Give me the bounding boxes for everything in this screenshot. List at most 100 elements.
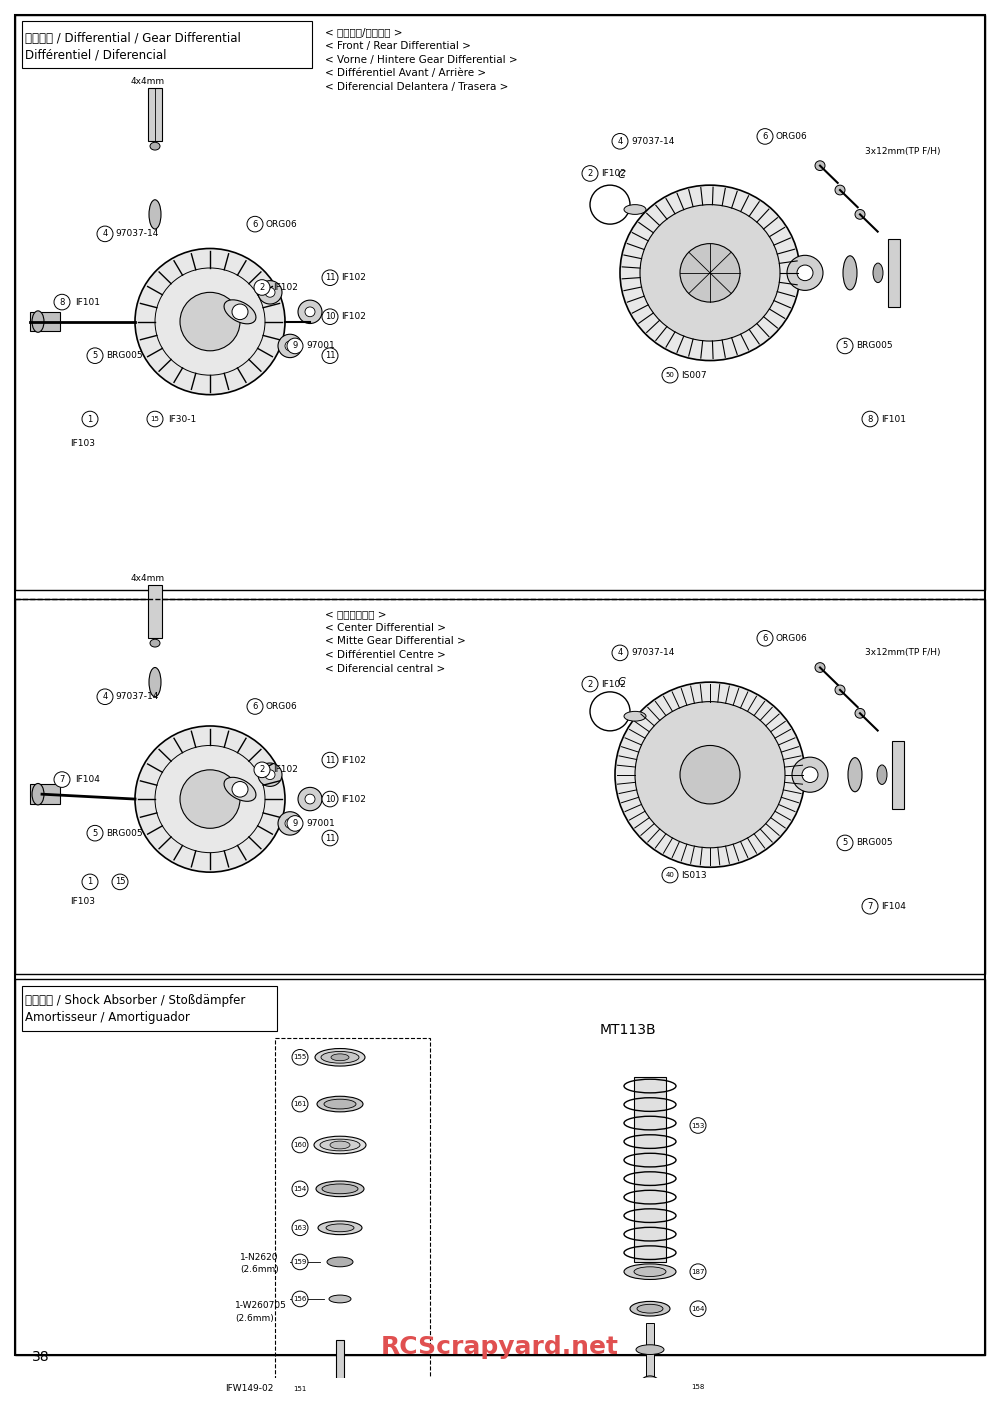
Text: 7: 7: [59, 775, 65, 785]
Ellipse shape: [224, 778, 256, 802]
Text: 3x12mm(TP F/H): 3x12mm(TP F/H): [865, 147, 940, 156]
Text: (2.6mm): (2.6mm): [240, 1266, 279, 1274]
Ellipse shape: [318, 1222, 362, 1234]
Ellipse shape: [848, 758, 862, 792]
Bar: [148, 88, 162, 141]
Ellipse shape: [326, 1225, 354, 1232]
Text: 97001: 97001: [306, 819, 335, 829]
Circle shape: [322, 830, 338, 846]
Text: 40: 40: [666, 872, 674, 878]
Circle shape: [254, 280, 270, 296]
Circle shape: [82, 411, 98, 427]
Circle shape: [292, 1220, 308, 1236]
Circle shape: [54, 294, 70, 310]
Bar: [15, 980, 985, 1355]
Ellipse shape: [873, 263, 883, 283]
Circle shape: [285, 819, 295, 829]
Circle shape: [680, 243, 740, 303]
Circle shape: [636, 1406, 664, 1414]
Text: 6: 6: [762, 132, 768, 141]
Text: < センターデフ >: < センターデフ >: [325, 609, 386, 619]
Ellipse shape: [317, 1096, 363, 1111]
Text: 6: 6: [252, 701, 258, 711]
Text: デフギヤ / Differential / Gear Differential: デフギヤ / Differential / Gear Differential: [25, 33, 241, 45]
Bar: [22, 986, 277, 1031]
Circle shape: [322, 752, 338, 768]
Circle shape: [258, 280, 282, 304]
Circle shape: [247, 699, 263, 714]
Ellipse shape: [327, 1257, 353, 1267]
Bar: [15, 14, 985, 590]
Circle shape: [615, 682, 805, 867]
Text: < Front / Rear Differential >: < Front / Rear Differential >: [325, 41, 471, 51]
Text: 10: 10: [325, 312, 335, 321]
Text: IFW149-02: IFW149-02: [225, 1384, 273, 1393]
Bar: [148, 584, 162, 638]
Text: 7: 7: [867, 902, 873, 911]
Circle shape: [690, 1117, 706, 1133]
Text: 97037-14: 97037-14: [631, 137, 674, 146]
Circle shape: [180, 293, 240, 351]
Text: 153: 153: [691, 1123, 705, 1128]
Ellipse shape: [32, 311, 44, 332]
Text: 1: 1: [87, 878, 93, 887]
Text: IS013: IS013: [681, 871, 707, 880]
Text: MT113B: MT113B: [600, 1024, 657, 1038]
Circle shape: [292, 1049, 308, 1065]
Text: 2: 2: [587, 680, 593, 689]
Circle shape: [837, 836, 853, 851]
Circle shape: [82, 874, 98, 889]
Text: 97037-14: 97037-14: [115, 229, 158, 239]
Text: < Center Differential >: < Center Differential >: [325, 622, 446, 632]
Text: 8: 8: [867, 414, 873, 424]
Bar: [30, 312, 60, 331]
Ellipse shape: [322, 1184, 358, 1193]
Text: BRG005: BRG005: [856, 341, 893, 351]
Circle shape: [855, 708, 865, 718]
Ellipse shape: [324, 1099, 356, 1109]
Text: (2.6mm): (2.6mm): [235, 1314, 274, 1324]
Circle shape: [815, 663, 825, 673]
Circle shape: [855, 209, 865, 219]
Ellipse shape: [314, 1137, 366, 1154]
Circle shape: [620, 185, 800, 361]
Ellipse shape: [624, 711, 646, 721]
Text: < Différentiel Centre >: < Différentiel Centre >: [325, 650, 446, 660]
Circle shape: [792, 756, 828, 792]
Text: 4: 4: [102, 693, 108, 701]
Circle shape: [278, 812, 302, 836]
Text: Différentiel / Diferencial: Différentiel / Diferencial: [25, 48, 166, 62]
Circle shape: [258, 764, 282, 786]
Circle shape: [147, 411, 163, 427]
Text: < フロント/リヤデフ >: < フロント/リヤデフ >: [325, 27, 402, 37]
Ellipse shape: [321, 1052, 359, 1063]
Circle shape: [87, 826, 103, 841]
Text: 97037-14: 97037-14: [631, 649, 674, 658]
Circle shape: [757, 129, 773, 144]
Circle shape: [247, 216, 263, 232]
Text: IF102: IF102: [341, 273, 366, 283]
Bar: [22, 21, 312, 68]
Ellipse shape: [320, 1140, 360, 1151]
Text: 159: 159: [293, 1258, 307, 1266]
Circle shape: [797, 264, 813, 280]
Text: 154: 154: [293, 1186, 307, 1192]
Ellipse shape: [643, 1380, 657, 1393]
Text: 15: 15: [115, 878, 125, 887]
Circle shape: [690, 1301, 706, 1316]
Text: IF104: IF104: [881, 902, 906, 911]
Circle shape: [305, 307, 315, 317]
Circle shape: [835, 684, 845, 694]
Circle shape: [97, 689, 113, 704]
Text: BRG005: BRG005: [106, 829, 143, 837]
Bar: [336, 1340, 344, 1414]
Circle shape: [254, 762, 270, 778]
Text: 1-W260705: 1-W260705: [235, 1301, 287, 1311]
Circle shape: [662, 867, 678, 882]
Text: ダンパー / Shock Absorber / Stoßdämpfer: ダンパー / Shock Absorber / Stoßdämpfer: [25, 994, 245, 1007]
Circle shape: [232, 782, 248, 797]
Text: 163: 163: [293, 1225, 307, 1230]
Circle shape: [112, 874, 128, 889]
Text: 4x4mm: 4x4mm: [131, 574, 165, 583]
Text: 164: 164: [691, 1305, 705, 1312]
